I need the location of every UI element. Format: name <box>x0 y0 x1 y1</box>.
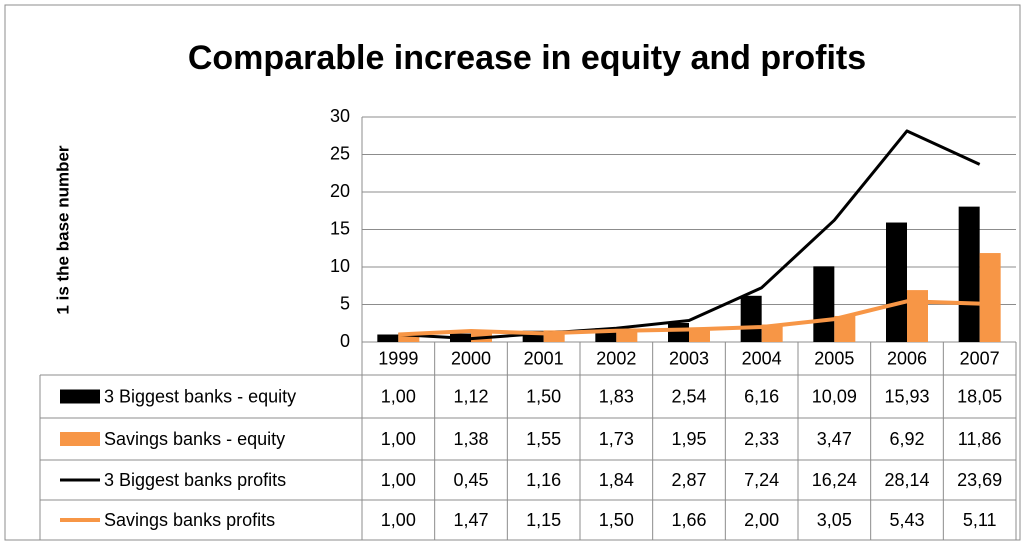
table-cell: 16,24 <box>812 470 857 490</box>
table-cell: 3,05 <box>817 510 852 530</box>
y-tick-label: 0 <box>340 331 350 351</box>
table-cell: 1,00 <box>381 386 416 406</box>
y-tick-label: 5 <box>340 293 350 313</box>
bar <box>761 324 783 342</box>
table-cell: 3,47 <box>817 429 852 449</box>
y-tick-label: 25 <box>330 143 350 163</box>
table-cell: 1,95 <box>671 429 706 449</box>
chart-title: Comparable increase in equity and profit… <box>188 39 866 77</box>
x-tick-label: 2001 <box>524 348 564 368</box>
legend-label: 3 Biggest banks profits <box>104 470 286 490</box>
table-cell: 10,09 <box>812 386 857 406</box>
legend-label: Savings banks profits <box>104 510 275 530</box>
table-cell: 1,12 <box>453 386 488 406</box>
table-cell: 1,00 <box>381 510 416 530</box>
y-tick-label: 10 <box>330 256 350 276</box>
y-tick-label: 30 <box>330 106 350 126</box>
legend-label: Savings banks - equity <box>104 429 285 449</box>
table-cell: 0,45 <box>453 470 488 490</box>
chart-frame <box>4 4 1021 541</box>
x-tick-label: 2007 <box>960 348 1000 368</box>
x-tick-label: 2003 <box>669 348 709 368</box>
bar <box>740 295 762 342</box>
table-cell: 1,83 <box>599 386 634 406</box>
bar <box>377 334 399 342</box>
bar <box>813 266 835 342</box>
table-cell: 1,66 <box>671 510 706 530</box>
table-cell: 5,11 <box>963 510 997 530</box>
table-cell: 1,73 <box>599 429 634 449</box>
bar <box>834 315 856 342</box>
x-tick-label: 2006 <box>887 348 927 368</box>
y-axis-label: 1 is the base number <box>53 145 72 314</box>
x-tick-label: 2002 <box>596 348 636 368</box>
x-tick-label: 2004 <box>742 348 782 368</box>
bar <box>958 206 980 342</box>
x-tick-label: 2000 <box>451 348 491 368</box>
table-cell: 23,69 <box>957 470 1002 490</box>
bar <box>522 330 544 342</box>
legend-label: 3 Biggest banks - equity <box>104 386 296 406</box>
y-tick-label: 20 <box>330 181 350 201</box>
table-cell: 1,50 <box>526 386 561 406</box>
table-cell: 15,93 <box>884 386 929 406</box>
legend-swatch <box>60 389 100 404</box>
y-tick-label: 15 <box>330 218 350 238</box>
bar <box>398 334 420 342</box>
bar <box>668 322 689 342</box>
table-cell: 1,16 <box>526 470 561 490</box>
table-cell: 7,24 <box>744 470 779 490</box>
table-cell: 18,05 <box>957 386 1002 406</box>
table-cell: 1,38 <box>453 429 488 449</box>
table-cell: 1,15 <box>526 510 561 530</box>
table-cell: 1,00 <box>381 470 416 490</box>
bar <box>979 253 1001 342</box>
legend-swatch <box>60 432 100 446</box>
line <box>398 299 980 337</box>
table-cell: 6,92 <box>889 429 924 449</box>
bar <box>543 330 565 342</box>
table-cell: 1,47 <box>453 510 488 530</box>
table-cell: 1,50 <box>599 510 634 530</box>
table-cell: 1,00 <box>381 429 416 449</box>
bar <box>907 290 928 342</box>
table-cell: 2,00 <box>744 510 779 530</box>
table-cell: 1,84 <box>599 470 634 490</box>
table-cell: 6,16 <box>744 386 779 406</box>
table-cell: 5,43 <box>889 510 924 530</box>
table-cell: 2,54 <box>671 386 706 406</box>
table-cell: 28,14 <box>884 470 929 490</box>
x-tick-label: 1999 <box>378 348 418 368</box>
line <box>398 129 981 341</box>
table-cell: 11,86 <box>958 429 1002 449</box>
table-cell: 2,87 <box>671 470 706 490</box>
table-cell: 1,55 <box>526 429 561 449</box>
bar <box>886 222 907 342</box>
x-tick-label: 2005 <box>814 348 854 368</box>
table-cell: 2,33 <box>744 429 779 449</box>
